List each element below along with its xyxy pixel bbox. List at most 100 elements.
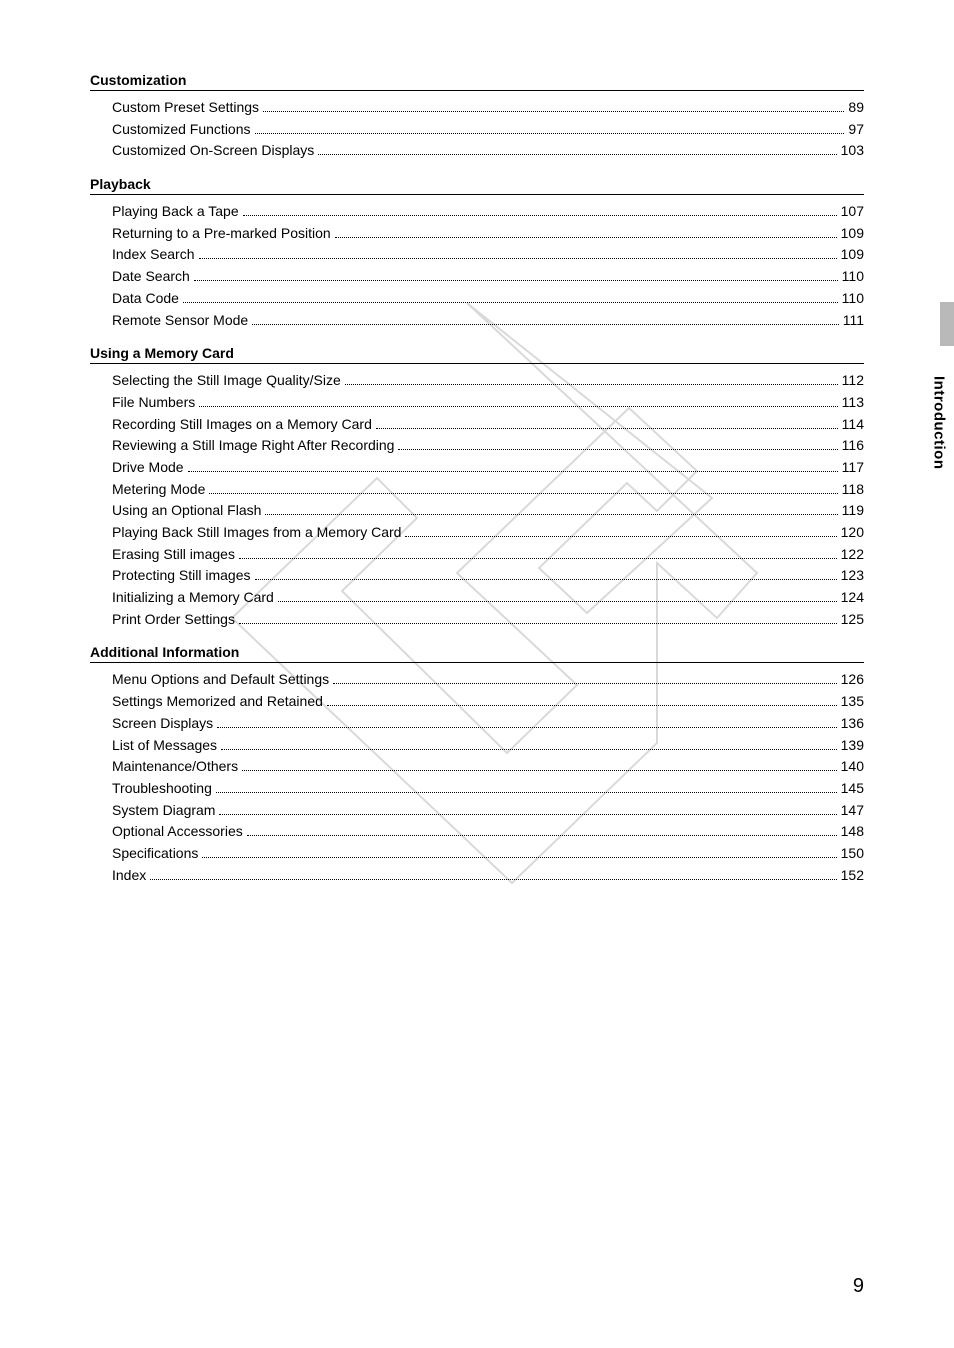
toc-entry-page: 125: [841, 609, 864, 631]
toc-entry[interactable]: Protecting Still images123: [112, 565, 864, 587]
toc-entry-page: 139: [841, 735, 864, 757]
toc-entry-label: Remote Sensor Mode: [112, 310, 248, 332]
toc-entry-page: 140: [841, 756, 864, 778]
toc-entry[interactable]: Using an Optional Flash119: [112, 500, 864, 522]
toc-entry[interactable]: Data Code110: [112, 288, 864, 310]
toc-leader: [239, 558, 837, 559]
toc-entry[interactable]: Index Search 109: [112, 244, 864, 266]
section-heading: Using a Memory Card: [90, 345, 864, 364]
side-tab-marker: [940, 302, 954, 346]
toc-entry-page: 111: [843, 310, 864, 332]
toc-entry-page: 114: [842, 414, 864, 436]
toc-entry-page: 152: [841, 865, 864, 887]
toc-entry[interactable]: Initializing a Memory Card124: [112, 587, 864, 609]
toc-entry[interactable]: Print Order Settings125: [112, 609, 864, 631]
toc-entry[interactable]: Customized Functions 97: [112, 119, 864, 141]
toc-entry[interactable]: Metering Mode118: [112, 479, 864, 501]
toc-entry[interactable]: Date Search 110: [112, 266, 864, 288]
toc-entry-label: Optional Accessories: [112, 821, 243, 843]
toc-entry[interactable]: Drive Mode 117: [112, 457, 864, 479]
toc-entry[interactable]: Troubleshooting 145: [112, 778, 864, 800]
toc-entry[interactable]: List of Messages139: [112, 735, 864, 757]
toc-entry[interactable]: Playing Back a Tape 107: [112, 201, 864, 223]
toc-entry[interactable]: Erasing Still images 122: [112, 544, 864, 566]
toc-entry[interactable]: File Numbers113: [112, 392, 864, 414]
toc-entry[interactable]: Remote Sensor Mode 111: [112, 310, 864, 332]
toc-entry[interactable]: Index 152: [112, 865, 864, 887]
toc-entry[interactable]: Reviewing a Still Image Right After Reco…: [112, 435, 864, 457]
toc-entry-page: 122: [841, 544, 864, 566]
toc-leader: [398, 449, 837, 450]
toc-entry-label: Returning to a Pre-marked Position: [112, 223, 331, 245]
toc-entry[interactable]: Returning to a Pre-marked Position 109: [112, 223, 864, 245]
toc-entry-label: Screen Displays: [112, 713, 213, 735]
toc-entry[interactable]: Customized On-Screen Displays103: [112, 140, 864, 162]
toc-entry[interactable]: System Diagram147: [112, 800, 864, 822]
toc-leader: [376, 428, 838, 429]
toc-entry-label: Metering Mode: [112, 479, 205, 501]
toc-entry[interactable]: Custom Preset Settings89: [112, 97, 864, 119]
toc-entry-page: 150: [841, 843, 864, 865]
toc-leader: [239, 623, 837, 624]
toc-leader: [243, 215, 837, 216]
toc-entry-page: 123: [841, 565, 864, 587]
toc-entry-page: 126: [841, 669, 864, 691]
toc-leader: [183, 302, 838, 303]
toc-entry[interactable]: Maintenance/Others140: [112, 756, 864, 778]
toc-entry-page: 109: [841, 223, 864, 245]
toc-entry[interactable]: Settings Memorized and Retained 135: [112, 691, 864, 713]
toc-entry-page: 116: [842, 435, 864, 457]
toc-entry-label: Specifications: [112, 843, 198, 865]
toc-entry-label: Reviewing a Still Image Right After Reco…: [112, 435, 394, 457]
toc-leader: [242, 770, 837, 771]
toc-entry[interactable]: Specifications 150: [112, 843, 864, 865]
toc-entry-label: Using an Optional Flash: [112, 500, 261, 522]
toc-entry[interactable]: Playing Back Still Images from a Memory …: [112, 522, 864, 544]
side-tab: Introduction: [924, 302, 954, 642]
toc-entry[interactable]: Optional Accessories148: [112, 821, 864, 843]
toc-entry[interactable]: Menu Options and Default Settings126: [112, 669, 864, 691]
toc-leader: [219, 814, 836, 815]
side-tab-current: Introduction: [924, 358, 954, 488]
side-tab-label: Introduction: [931, 376, 948, 469]
toc-entry-label: Troubleshooting: [112, 778, 212, 800]
section-heading: Additional Information: [90, 644, 864, 663]
toc-entry-label: Index: [112, 865, 146, 887]
toc-block: Selecting the Still Image Quality/Size11…: [90, 370, 864, 630]
toc-leader: [333, 683, 837, 684]
section-heading: Playback: [90, 176, 864, 195]
toc-entry-label: Playing Back a Tape: [112, 201, 239, 223]
toc-entry-page: 135: [841, 691, 864, 713]
toc-entry-page: 110: [842, 266, 864, 288]
toc-entry-label: Settings Memorized and Retained: [112, 691, 323, 713]
toc-leader: [188, 471, 838, 472]
toc-leader: [255, 133, 845, 134]
toc-entry-label: Playing Back Still Images from a Memory …: [112, 522, 401, 544]
toc-leader: [405, 536, 836, 537]
toc-entry-label: Index Search: [112, 244, 195, 266]
toc-entry-label: Initializing a Memory Card: [112, 587, 274, 609]
toc-entry-page: 145: [841, 778, 864, 800]
toc-entry-label: Drive Mode: [112, 457, 184, 479]
toc-block: Custom Preset Settings89Customized Funct…: [90, 97, 864, 162]
toc-entry-page: 107: [841, 201, 864, 223]
toc-entry-label: Data Code: [112, 288, 179, 310]
page-content: CustomizationCustom Preset Settings89Cus…: [0, 0, 954, 1348]
toc-entry[interactable]: Screen Displays136: [112, 713, 864, 735]
toc-leader: [194, 280, 838, 281]
toc-entry-page: 89: [848, 97, 864, 119]
toc-leader: [150, 879, 836, 880]
toc-entry-page: 109: [841, 244, 864, 266]
toc-entry[interactable]: Recording Still Images on a Memory Card1…: [112, 414, 864, 436]
toc-leader: [247, 835, 837, 836]
toc-entry-label: Date Search: [112, 266, 190, 288]
toc-entry-page: 113: [842, 392, 864, 414]
toc-entry-label: Erasing Still images: [112, 544, 235, 566]
toc-entry-page: 97: [848, 119, 864, 141]
toc-entry-page: 117: [842, 457, 864, 479]
toc-entry-page: 112: [842, 370, 864, 392]
toc-leader: [202, 857, 836, 858]
toc-entry[interactable]: Selecting the Still Image Quality/Size11…: [112, 370, 864, 392]
toc-entry-label: Customized Functions: [112, 119, 251, 141]
toc-leader: [252, 324, 839, 325]
